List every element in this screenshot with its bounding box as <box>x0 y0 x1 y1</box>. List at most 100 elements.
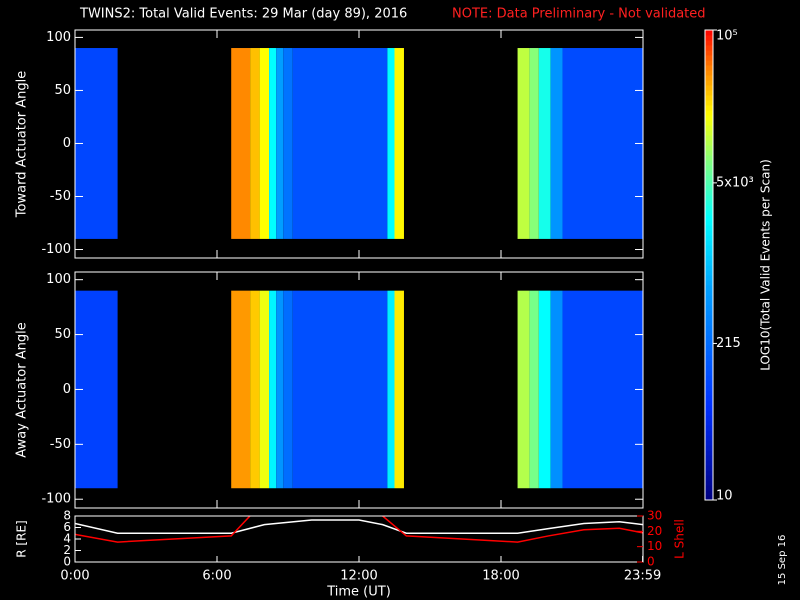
heat-cell <box>394 48 404 239</box>
colorbar-step <box>705 105 713 111</box>
colorbar-step <box>705 280 713 286</box>
colorbar-step <box>705 175 713 181</box>
colorbar-step <box>705 200 713 206</box>
x-axis-label: Time (UT) <box>326 585 391 600</box>
heat-cell <box>529 290 539 489</box>
date-stamp: 15 Sep 16 <box>777 535 788 586</box>
heat-cell <box>562 48 643 239</box>
colorbar-step <box>705 265 713 271</box>
colorbar-step <box>705 140 713 146</box>
colorbar-step <box>705 305 713 311</box>
y-tick-label: -50 <box>50 437 71 452</box>
y-tick-label: -100 <box>41 242 71 257</box>
colorbar-step <box>705 420 713 426</box>
colorbar-step <box>705 345 713 351</box>
series-line <box>75 519 643 534</box>
colorbar-step <box>705 270 713 276</box>
colorbar-step <box>705 205 713 211</box>
heat-cell <box>269 290 277 489</box>
colorbar-step <box>705 490 713 496</box>
heat-cell <box>259 48 270 239</box>
y-tick-label: 2 <box>63 543 71 557</box>
colorbar-step <box>705 315 713 321</box>
heat-cell <box>550 48 563 239</box>
colorbar-tick-label: 10⁵ <box>716 29 738 44</box>
colorbar-step <box>705 300 713 306</box>
colorbar-step <box>705 95 713 101</box>
colorbar-frame <box>704 29 714 501</box>
y-tick-label: -100 <box>41 492 71 507</box>
colorbar-step <box>705 470 713 476</box>
x-tick-label: 12:00 <box>340 569 377 584</box>
y-axis-label: Away Actuator Angle <box>15 322 30 457</box>
colorbar-step <box>705 170 713 176</box>
colorbar-step <box>705 395 713 401</box>
colorbar-step <box>705 350 713 356</box>
colorbar-step <box>705 45 713 51</box>
y2-tick-label: 20 <box>647 524 662 538</box>
colorbar-step <box>705 90 713 96</box>
colorbar-step <box>705 215 713 221</box>
heat-cell <box>538 290 551 489</box>
colorbar-step <box>705 110 713 116</box>
heat-cell <box>292 290 388 489</box>
colorbar-step <box>705 145 713 151</box>
heat-cell <box>269 48 277 239</box>
colorbar-step <box>705 385 713 391</box>
heat-cell <box>387 290 395 489</box>
colorbar-tick-label: 10 <box>716 489 733 504</box>
heat-cell <box>283 48 293 239</box>
heat-cell <box>562 290 643 489</box>
heat-cell <box>517 48 530 239</box>
y-tick-label: 8 <box>63 509 71 523</box>
series-line <box>75 516 643 543</box>
colorbar-step <box>705 160 713 166</box>
heat-cell <box>394 290 404 489</box>
x-tick-label: 6:00 <box>202 569 231 584</box>
colorbar-step <box>705 185 713 191</box>
colorbar-step <box>705 195 713 201</box>
colorbar-step <box>705 400 713 406</box>
colorbar-step <box>705 135 713 141</box>
colorbar-step <box>705 340 713 346</box>
y-tick-label: 6 <box>63 520 71 534</box>
heat-cell <box>517 290 530 489</box>
colorbar-step <box>705 335 713 341</box>
colorbar-step <box>705 210 713 216</box>
y-tick-label: 100 <box>46 272 71 287</box>
colorbar-step <box>705 220 713 226</box>
note: NOTE: Data Preliminary - Not validated <box>452 7 706 22</box>
colorbar-step <box>705 465 713 471</box>
y-axis-label: R [RE] <box>15 520 29 557</box>
colorbar-step <box>705 325 713 331</box>
colorbar-step <box>705 250 713 256</box>
colorbar-step <box>705 390 713 396</box>
y2-tick-label: 10 <box>647 539 662 553</box>
colorbar-step <box>705 275 713 281</box>
y-tick-label: 50 <box>54 327 71 342</box>
colorbar-step <box>705 260 713 266</box>
colorbar-step <box>705 65 713 71</box>
colorbar-step <box>705 460 713 466</box>
colorbar-step <box>705 330 713 336</box>
colorbar-step <box>705 360 713 366</box>
colorbar-step <box>705 70 713 76</box>
heat-cell <box>250 48 260 239</box>
heat-cell <box>276 48 284 239</box>
colorbar-step <box>705 425 713 431</box>
colorbar-step <box>705 115 713 121</box>
colorbar-step <box>705 155 713 161</box>
colorbar-tick-label: 5x10³ <box>716 175 754 190</box>
colorbar-step <box>705 450 713 456</box>
y-tick-label: 0 <box>63 555 71 569</box>
colorbar-step <box>705 80 713 86</box>
colorbar-step <box>705 50 713 56</box>
colorbar-step <box>705 290 713 296</box>
chart-title: TWINS2: Total Valid Events: 29 Mar (day … <box>79 7 407 22</box>
colorbar-label: LOG10(Total Valid Events per Scan) <box>759 159 773 371</box>
heat-cell <box>231 290 251 489</box>
colorbar-step <box>705 375 713 381</box>
colorbar-step <box>705 475 713 481</box>
x-tick-label: 0:00 <box>60 569 89 584</box>
colorbar-step <box>705 255 713 261</box>
